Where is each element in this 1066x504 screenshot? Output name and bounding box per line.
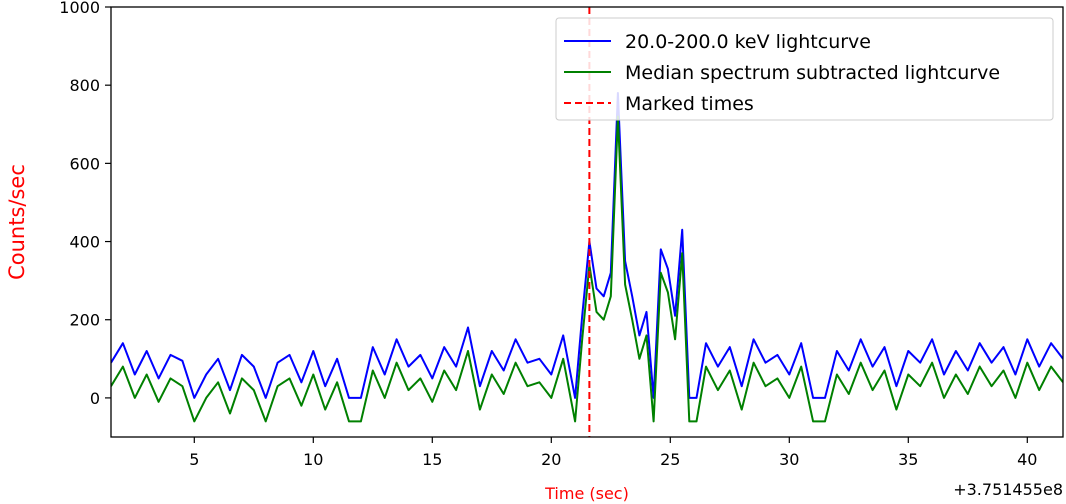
x-tick-label: 30 bbox=[779, 450, 799, 469]
legend: 20.0-200.0 keV lightcurve Median spectrum… bbox=[555, 17, 1054, 121]
y-tick-label: 400 bbox=[69, 233, 100, 252]
x-tick-label: 40 bbox=[1017, 450, 1037, 469]
x-tick-label: 5 bbox=[189, 450, 199, 469]
x-axis-ticks: 5 10 15 20 25 30 35 40 bbox=[189, 437, 1037, 469]
legend-label-0: 20.0-200.0 keV lightcurve bbox=[625, 31, 871, 53]
legend-label-2: Marked times bbox=[625, 93, 754, 115]
x-tick-label: 10 bbox=[303, 450, 323, 469]
series-line-0 bbox=[111, 92, 1063, 399]
x-offset-label: +3.751455e8 bbox=[953, 480, 1063, 499]
y-axis-label: Counts/sec bbox=[5, 164, 29, 280]
y-tick-label: 1000 bbox=[59, 0, 100, 17]
y-tick-label: 600 bbox=[69, 154, 100, 173]
y-tick-label: 800 bbox=[69, 76, 100, 95]
plot-frame bbox=[110, 6, 1064, 438]
y-tick-label: 200 bbox=[69, 311, 100, 330]
legend-box bbox=[555, 17, 1054, 121]
x-tick-label: 20 bbox=[541, 450, 561, 469]
x-tick-label: 15 bbox=[422, 450, 442, 469]
x-tick-label: 25 bbox=[660, 450, 680, 469]
legend-label-1: Median spectrum subtracted lightcurve bbox=[625, 62, 1000, 84]
y-axis-ticks: 0 200 400 600 800 1000 bbox=[59, 0, 111, 408]
series-layer bbox=[111, 92, 1063, 423]
series-line-1 bbox=[111, 115, 1063, 423]
y-tick-label: 0 bbox=[90, 389, 100, 408]
x-axis-label: Time (sec) bbox=[544, 484, 629, 503]
x-tick-label: 35 bbox=[898, 450, 918, 469]
